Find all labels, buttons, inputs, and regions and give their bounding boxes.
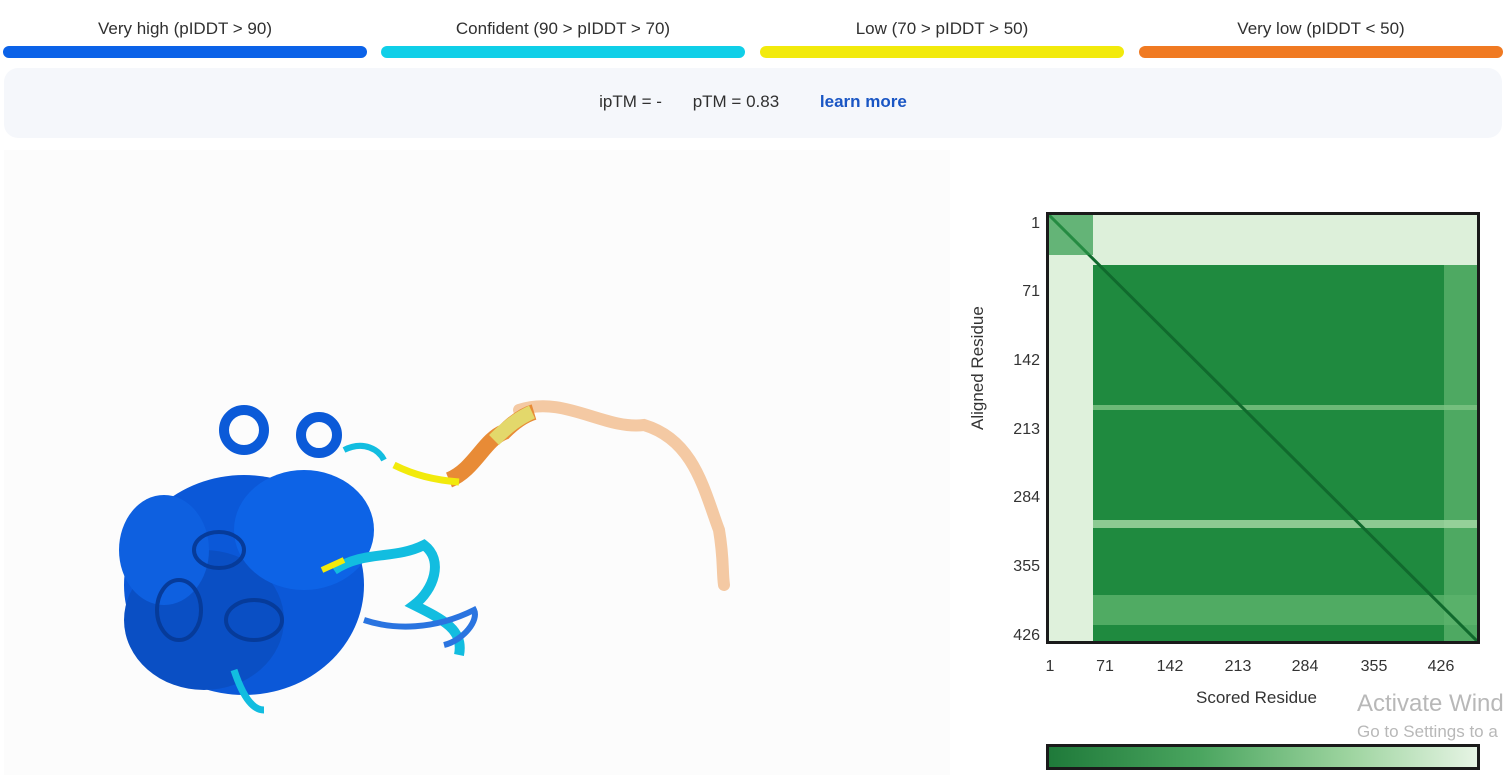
- pae-colorbar: [1046, 744, 1480, 770]
- plddt-legend: Very high (pIDDT > 90) Confident (90 > p…: [0, 0, 1510, 62]
- pae-heatmap-svg: [1049, 215, 1477, 641]
- x-tick-284: 284: [1291, 658, 1319, 675]
- legend-very-high-label: Very high (pIDDT > 90): [97, 19, 273, 38]
- learn-more-link[interactable]: learn more: [819, 92, 907, 111]
- x-tick-142: 142: [1156, 658, 1184, 675]
- legend-confident-bar: [381, 46, 745, 58]
- x-axis-label: Scored Residue: [1196, 688, 1317, 707]
- y-tick-71: 71: [1022, 283, 1040, 300]
- ptm-score: pTM = 0.83: [692, 92, 780, 111]
- activate-windows-subtitle: Go to Settings to a: [1357, 722, 1498, 741]
- y-tick-284: 284: [1013, 489, 1040, 506]
- pae-plot: Aligned Residue 1 71 142 213 284 355 426…: [960, 150, 1510, 775]
- legend-confident: Confident (90 > pIDDT > 70): [381, 0, 745, 58]
- activate-windows-title: Activate Wind: [1357, 690, 1504, 717]
- x-tick-71: 71: [1096, 658, 1114, 675]
- y-tick-426: 426: [1013, 627, 1040, 644]
- structure-viewer[interactable]: [4, 150, 950, 775]
- protein-structure-render: [119, 400, 730, 714]
- legend-very-high-bar: [3, 46, 367, 58]
- legend-very-low-bar: [1139, 46, 1503, 58]
- x-tick-426: 426: [1427, 658, 1455, 675]
- legend-low-bar: [760, 46, 1124, 58]
- y-axis-label: Aligned Residue: [968, 306, 987, 430]
- legend-confident-label: Confident (90 > pIDDT > 70): [455, 19, 671, 38]
- y-tick-1: 1: [1031, 215, 1040, 232]
- x-tick-1: 1: [1045, 658, 1055, 675]
- y-tick-142: 142: [1013, 352, 1040, 369]
- legend-low: Low (70 > pIDDT > 50): [760, 0, 1124, 58]
- legend-very-high: Very high (pIDDT > 90): [3, 0, 367, 58]
- iptm-score: ipTM = -: [599, 92, 662, 111]
- x-tick-213: 213: [1224, 658, 1252, 675]
- y-tick-213: 213: [1013, 421, 1040, 438]
- score-panel: ipTM = - pTM = 0.83 learn more: [4, 68, 1502, 138]
- x-tick-355: 355: [1360, 658, 1388, 675]
- pae-heatmap[interactable]: [1046, 212, 1480, 644]
- y-tick-355: 355: [1013, 558, 1040, 575]
- legend-very-low: Very low (pIDDT < 50): [1139, 0, 1503, 58]
- legend-very-low-label: Very low (pIDDT < 50): [1237, 19, 1405, 38]
- legend-low-label: Low (70 > pIDDT > 50): [855, 19, 1029, 38]
